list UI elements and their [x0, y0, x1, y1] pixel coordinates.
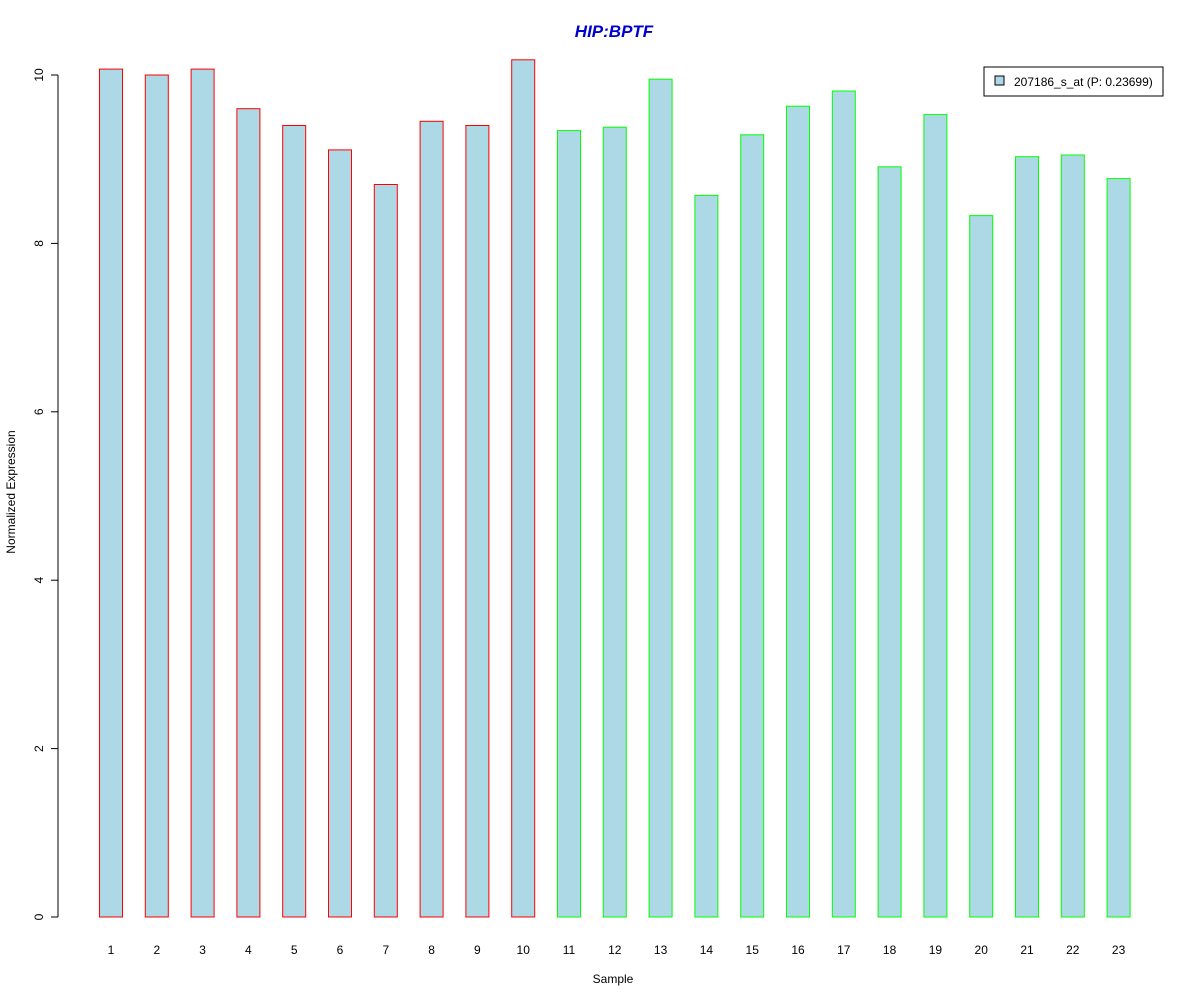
bar-sample-5 [282, 125, 307, 918]
bar-sample-21 [1015, 156, 1039, 918]
y-axis: 0 2 4 6 8 10 [32, 68, 59, 920]
x-tick-label: 2 [153, 943, 160, 957]
x-tick-label: 4 [245, 943, 252, 957]
legend-box [983, 66, 1164, 97]
x-tick-label: 13 [654, 943, 668, 957]
x-tick-label: 20 [975, 943, 989, 957]
x-axis-label: Sample [593, 972, 634, 986]
bar-sample-6 [328, 149, 352, 918]
x-tick-label: 5 [291, 943, 298, 957]
bar-sample-4 [236, 108, 261, 918]
bar-sample-2 [144, 74, 169, 918]
x-tick-labels: 1 2 3 4 5 6 7 8 9 10 11 12 13 14 15 16 17 18 19 20 21 22 23 [108, 943, 1126, 957]
x-tick-label: 10 [517, 943, 531, 957]
legend-swatch [994, 75, 1005, 86]
bar-sample-3 [190, 68, 215, 918]
bar-sample-10 [511, 59, 536, 918]
bar-sample-7 [373, 184, 398, 918]
x-tick-label: 22 [1066, 943, 1080, 957]
x-tick-label: 16 [791, 943, 805, 957]
y-tick-label: 4 [32, 577, 46, 584]
bar-sample-8 [419, 120, 444, 918]
legend-label: 207186_s_at (P: 0.23699) [1014, 75, 1153, 89]
y-tick-label: 0 [32, 913, 46, 920]
bar-sample-13 [648, 78, 673, 918]
bar-sample-12 [602, 126, 627, 918]
bar-sample-18 [877, 166, 902, 918]
y-tick-label: 8 [32, 240, 46, 247]
y-tick-label: 6 [32, 408, 46, 415]
x-tick-label: 3 [199, 943, 206, 957]
x-tick-label: 8 [428, 943, 435, 957]
bar-sample-23 [1106, 178, 1131, 918]
bars-group [99, 59, 1131, 918]
y-tick-label: 2 [32, 745, 46, 752]
bar-sample-14 [694, 194, 719, 918]
bar-sample-19 [923, 114, 948, 918]
chart-title: HIP:BPTF [575, 22, 654, 41]
x-tick-label: 18 [883, 943, 897, 957]
bar-sample-20 [969, 215, 994, 918]
bar-sample-17 [831, 90, 856, 918]
x-tick-label: 6 [337, 943, 344, 957]
x-tick-label: 14 [700, 943, 714, 957]
bar-sample-9 [465, 125, 490, 918]
bar-sample-1 [99, 68, 123, 918]
x-tick-label: 1 [108, 943, 115, 957]
x-tick-label: 23 [1112, 943, 1126, 957]
bar-sample-15 [740, 134, 765, 918]
bar-sample-16 [786, 105, 810, 918]
x-tick-label: 21 [1020, 943, 1034, 957]
x-tick-label: 7 [382, 943, 389, 957]
x-tick-label: 9 [474, 943, 481, 957]
x-tick-label: 15 [746, 943, 760, 957]
x-tick-label: 19 [929, 943, 943, 957]
bar-sample-22 [1060, 154, 1085, 918]
legend: 207186_s_at (P: 0.23699) [983, 66, 1164, 97]
x-tick-label: 12 [608, 943, 622, 957]
x-tick-label: 17 [837, 943, 851, 957]
y-tick-label: 10 [32, 68, 46, 82]
x-tick-label: 11 [563, 943, 576, 957]
y-axis-label: Normalized Expression [4, 430, 18, 553]
bar-sample-11 [557, 130, 581, 918]
